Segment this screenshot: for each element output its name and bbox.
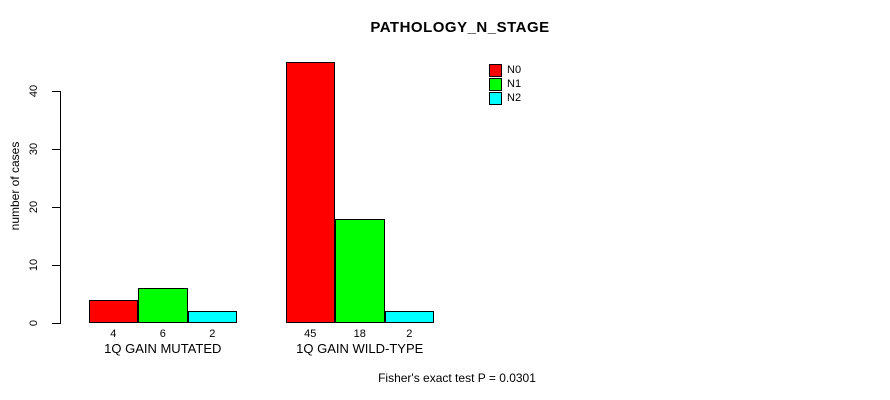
- y-axis-tick: [52, 323, 60, 324]
- bar-value-label: 4: [110, 328, 117, 340]
- y-axis-title-text: number of cases: [8, 141, 22, 231]
- y-axis-tick: [52, 149, 60, 150]
- category-label: 1Q GAIN WILD-TYPE: [296, 341, 424, 356]
- y-axis-tick: [52, 207, 60, 208]
- y-axis-tick: [52, 91, 60, 92]
- legend: N0 N1 N2: [489, 64, 521, 105]
- bar: [384, 311, 434, 323]
- legend-swatch: [489, 78, 502, 91]
- bar-value-label: 2: [209, 328, 216, 340]
- y-axis-tick: [52, 265, 60, 266]
- bar: [187, 311, 237, 323]
- bar-value-label: 2: [406, 328, 413, 340]
- chart-title: PATHOLOGY_N_STAGE: [370, 19, 550, 36]
- y-tick-label-text: 40: [28, 84, 40, 98]
- category-label: 1Q GAIN MUTATED: [104, 341, 222, 356]
- legend-item: N1: [489, 78, 521, 91]
- y-tick-label-text: 0: [28, 319, 40, 327]
- legend-label: N0: [507, 64, 522, 76]
- bar: [138, 288, 188, 323]
- bar: [335, 218, 385, 323]
- legend-swatch: [489, 64, 502, 77]
- legend-label: N2: [507, 92, 522, 104]
- bar: [285, 62, 335, 323]
- legend-item: N2: [489, 92, 521, 105]
- y-tick-label-text: 30: [28, 142, 40, 156]
- legend-swatch: [489, 92, 502, 105]
- y-axis-line: [60, 91, 61, 324]
- bar-value-label: 45: [304, 328, 317, 340]
- y-tick-label-text: 10: [28, 258, 40, 272]
- bar: [88, 299, 138, 323]
- bar-value-label: 18: [353, 328, 366, 340]
- footnote-text: Fisher's exact test P = 0.0301: [378, 371, 536, 385]
- legend-label: N1: [507, 78, 522, 90]
- bar-value-label: 6: [159, 328, 166, 340]
- y-tick-label-text: 20: [28, 200, 40, 214]
- legend-item: N0: [489, 64, 521, 77]
